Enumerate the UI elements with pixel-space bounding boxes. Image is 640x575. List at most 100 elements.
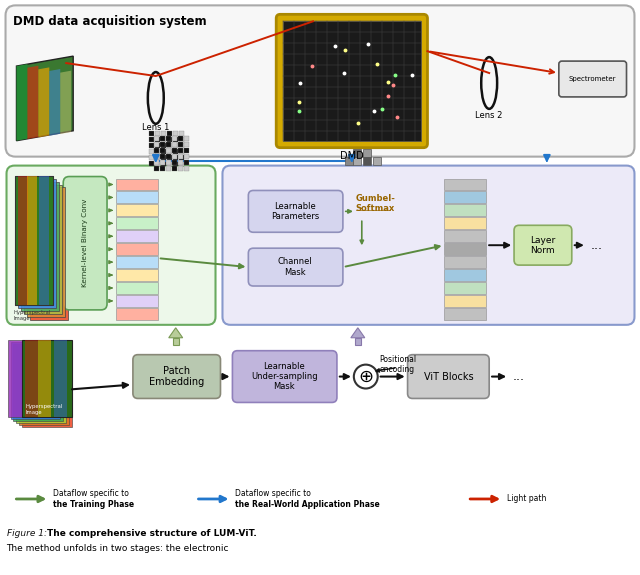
FancyBboxPatch shape [172,166,177,171]
FancyBboxPatch shape [172,154,177,159]
FancyBboxPatch shape [172,160,177,164]
FancyBboxPatch shape [173,149,178,154]
FancyBboxPatch shape [444,217,486,229]
FancyBboxPatch shape [178,154,182,159]
FancyBboxPatch shape [161,149,166,154]
FancyBboxPatch shape [248,190,343,232]
Text: Hyperspectral
Image: Hyperspectral Image [13,310,51,321]
Polygon shape [169,328,182,338]
FancyBboxPatch shape [167,155,172,160]
FancyBboxPatch shape [149,143,154,148]
FancyBboxPatch shape [184,160,189,164]
FancyBboxPatch shape [444,178,486,190]
FancyBboxPatch shape [408,355,489,398]
FancyBboxPatch shape [179,137,184,141]
FancyBboxPatch shape [166,160,171,164]
FancyBboxPatch shape [116,308,158,320]
FancyBboxPatch shape [149,155,154,160]
FancyBboxPatch shape [161,137,166,141]
FancyBboxPatch shape [444,243,486,255]
FancyBboxPatch shape [155,149,160,154]
Polygon shape [24,185,62,314]
FancyBboxPatch shape [363,156,371,164]
FancyBboxPatch shape [154,154,159,159]
FancyBboxPatch shape [232,351,337,402]
FancyBboxPatch shape [178,148,182,152]
Text: The comprehensive structure of LUM-ViT.: The comprehensive structure of LUM-ViT. [47,529,257,538]
FancyBboxPatch shape [444,256,486,268]
FancyBboxPatch shape [179,155,184,160]
FancyBboxPatch shape [155,131,160,136]
FancyBboxPatch shape [28,175,37,305]
FancyBboxPatch shape [248,248,343,286]
FancyBboxPatch shape [116,204,158,216]
Polygon shape [28,66,38,139]
Polygon shape [31,190,68,320]
FancyBboxPatch shape [160,154,164,159]
FancyBboxPatch shape [40,175,49,305]
FancyBboxPatch shape [160,160,164,164]
FancyBboxPatch shape [444,204,486,216]
FancyBboxPatch shape [116,269,158,281]
FancyBboxPatch shape [149,137,154,141]
FancyBboxPatch shape [149,149,154,154]
FancyBboxPatch shape [444,230,486,242]
FancyBboxPatch shape [116,230,158,242]
Text: Hyperspectral
Image: Hyperspectral Image [26,404,63,415]
Text: ...: ... [513,370,525,383]
FancyBboxPatch shape [161,143,166,148]
FancyBboxPatch shape [116,243,158,255]
FancyBboxPatch shape [173,143,178,148]
Text: Kernel-level Binary Conv: Kernel-level Binary Conv [82,199,88,288]
FancyBboxPatch shape [166,136,171,141]
FancyBboxPatch shape [179,143,184,148]
FancyBboxPatch shape [160,148,164,152]
FancyBboxPatch shape [179,160,184,166]
FancyBboxPatch shape [116,178,158,190]
FancyBboxPatch shape [514,225,572,265]
FancyBboxPatch shape [160,136,164,141]
FancyBboxPatch shape [116,295,158,307]
FancyBboxPatch shape [154,166,159,171]
FancyBboxPatch shape [160,141,164,147]
FancyBboxPatch shape [173,131,178,136]
Text: DMD: DMD [340,151,364,160]
FancyBboxPatch shape [178,166,182,171]
FancyBboxPatch shape [172,141,177,147]
FancyBboxPatch shape [6,166,216,325]
Polygon shape [28,187,65,317]
FancyBboxPatch shape [154,141,159,147]
Text: the Real-World Application Phase: the Real-World Application Phase [236,500,380,509]
FancyBboxPatch shape [167,149,172,154]
FancyBboxPatch shape [167,143,172,148]
FancyBboxPatch shape [155,137,160,141]
FancyBboxPatch shape [26,340,38,417]
Text: DMD data acquisition system: DMD data acquisition system [13,16,207,28]
FancyBboxPatch shape [116,191,158,204]
FancyBboxPatch shape [173,137,178,141]
Polygon shape [17,346,66,423]
Polygon shape [8,340,57,417]
FancyBboxPatch shape [179,149,184,154]
FancyBboxPatch shape [355,338,361,345]
FancyBboxPatch shape [116,217,158,229]
Text: Spectrometer: Spectrometer [569,76,616,82]
Circle shape [354,365,378,389]
Polygon shape [19,348,69,426]
FancyBboxPatch shape [22,340,72,417]
Text: Lens 2: Lens 2 [476,111,503,120]
FancyBboxPatch shape [184,166,189,171]
FancyBboxPatch shape [173,155,178,160]
FancyBboxPatch shape [178,160,182,164]
Text: Figure 1:: Figure 1: [6,529,49,538]
Text: Learnable
Parameters: Learnable Parameters [271,202,319,221]
Polygon shape [17,56,73,141]
FancyBboxPatch shape [116,282,158,294]
FancyBboxPatch shape [167,160,172,166]
FancyBboxPatch shape [559,61,627,97]
FancyBboxPatch shape [154,148,159,152]
FancyBboxPatch shape [161,155,166,160]
Text: Patch
Embedding: Patch Embedding [149,366,204,388]
FancyBboxPatch shape [353,149,361,156]
Polygon shape [49,69,60,136]
